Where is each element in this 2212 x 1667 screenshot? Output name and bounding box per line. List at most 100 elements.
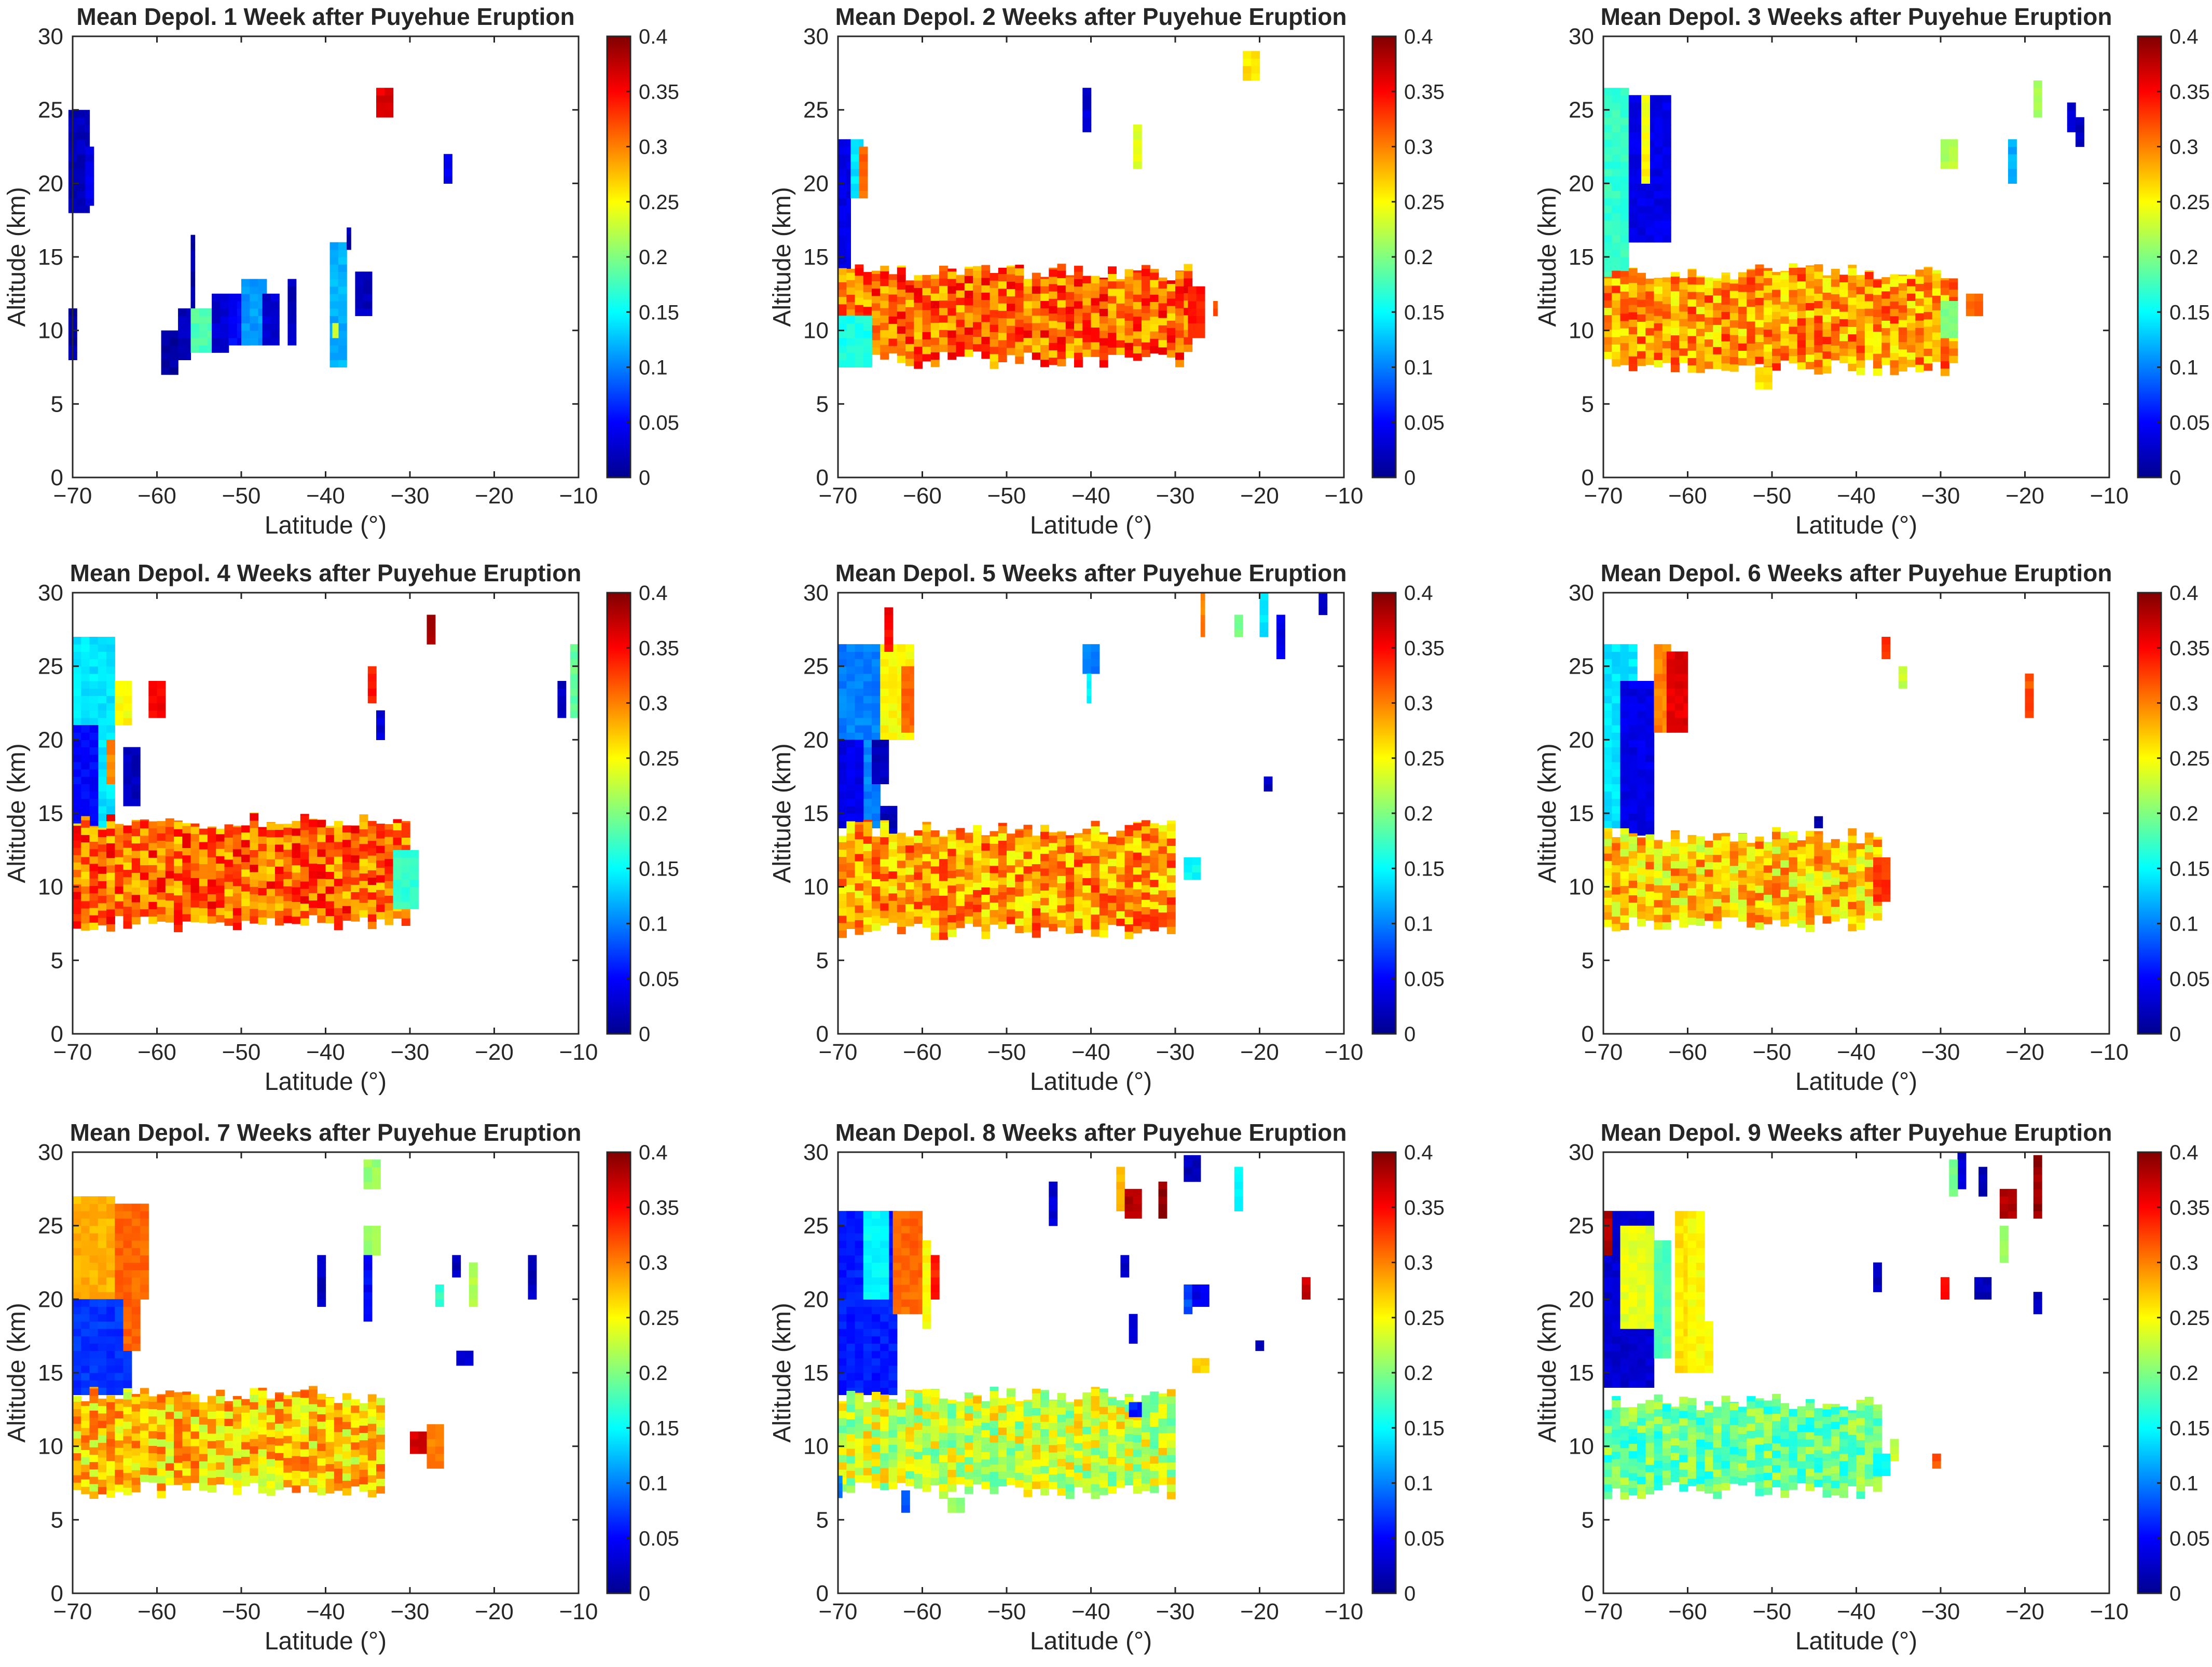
heat-cell: [880, 918, 889, 926]
heat-cell: [855, 876, 864, 884]
heat-cell: [838, 821, 847, 828]
heat-cell: [401, 911, 410, 919]
heat-cell: [1848, 886, 1857, 895]
heat-cell: [855, 822, 864, 825]
heat-cell: [1628, 732, 1638, 740]
heat-cell: [98, 881, 107, 889]
heat-cell: [897, 890, 906, 898]
heat-cell: [140, 1408, 149, 1416]
heat-cell: [1637, 710, 1646, 718]
heat-cell: [1023, 345, 1033, 353]
heat-cell: [1705, 906, 1713, 914]
heat-cell: [1645, 306, 1655, 313]
heat-cell: [232, 827, 242, 835]
heat-cell: [1675, 725, 1684, 733]
heat-cell: [1049, 850, 1058, 858]
heat-cell: [182, 855, 191, 863]
heat-cell: [1620, 102, 1629, 111]
heat-cell: [1705, 295, 1713, 303]
heat-cell: [73, 884, 81, 892]
heat-cell: [1687, 306, 1697, 314]
heat-cell: [1738, 277, 1747, 285]
heat-cell: [148, 1396, 158, 1402]
heat-cell: [77, 110, 86, 118]
heat-cell: [1049, 350, 1058, 358]
heat-cell: [98, 784, 107, 792]
heat-cell: [123, 1487, 132, 1495]
heat-cell: [855, 927, 864, 935]
heat-cell: [1932, 347, 1941, 355]
heat-cell: [216, 1462, 225, 1470]
heat-cell: [1797, 905, 1806, 913]
heat-cell: [81, 1486, 90, 1494]
heat-cell: [131, 1463, 141, 1470]
heat-cell: [1628, 717, 1638, 726]
heat-cell: [1082, 841, 1092, 849]
heat-cell: [444, 176, 452, 184]
heat-cell: [174, 1426, 183, 1434]
heat-cell: [981, 843, 991, 851]
heat-cell: [1612, 125, 1621, 132]
heat-cell: [1116, 837, 1125, 845]
heat-cell: [325, 879, 335, 887]
heat-cell: [140, 1211, 149, 1219]
heat-cell: [905, 651, 914, 660]
heat-cell: [106, 865, 115, 873]
heat-cell: [85, 190, 94, 199]
heat-cell: [106, 1248, 115, 1255]
heat-cell: [1603, 285, 1612, 293]
heat-cell: [846, 784, 856, 792]
heat-cell: [855, 824, 864, 832]
heat-cell: [990, 902, 999, 910]
heat-cell: [1679, 912, 1688, 920]
heat-cell: [859, 183, 868, 192]
heat-cell: [1108, 887, 1117, 896]
heat-cell: [914, 879, 923, 887]
heat-cell: [956, 305, 965, 312]
heat-cell: [1932, 310, 1941, 318]
heat-cell: [1932, 273, 1941, 281]
heat-cell: [351, 884, 360, 892]
heat-cell: [1074, 286, 1083, 294]
heat-cell: [115, 1277, 124, 1285]
heat-cell: [973, 867, 982, 876]
heat-cell: [98, 1398, 107, 1406]
heat-cell: [990, 895, 999, 903]
colorbar-tick-label: 0.15: [639, 857, 679, 880]
y-tick-label: 25: [38, 98, 63, 123]
heat-cell: [1755, 264, 1764, 269]
heat-cell: [1049, 335, 1058, 343]
heat-cell: [81, 816, 90, 821]
y-tick-label: 5: [1582, 948, 1594, 973]
heat-cell: [981, 865, 991, 873]
heat-cell: [1806, 917, 1815, 925]
heat-cell: [855, 264, 864, 268]
heat-cell: [131, 776, 141, 784]
heat-cell: [973, 344, 982, 352]
heat-cell: [1780, 852, 1790, 860]
heat-cell: [947, 870, 957, 879]
heat-cell: [106, 1329, 115, 1336]
heat-cell: [98, 1380, 107, 1388]
heat-cell: [905, 874, 914, 882]
heat-cell: [1763, 329, 1773, 337]
heat-cell: [1873, 302, 1882, 310]
heat-cell: [1637, 747, 1646, 755]
heat-cell: [270, 301, 280, 309]
heat-cell: [1612, 110, 1621, 118]
heat-cell: [1814, 863, 1823, 871]
heat-cell: [1603, 754, 1612, 762]
heat-cell: [1057, 329, 1066, 337]
heat-cell: [1856, 885, 1865, 894]
heat-cell: [270, 316, 280, 324]
heat-cell: [1620, 88, 1629, 95]
heat-cell: [998, 869, 1007, 878]
heat-cell: [888, 717, 898, 726]
heat-cell: [1721, 275, 1730, 283]
heat-cell: [89, 1336, 99, 1344]
heat-cell: [1679, 282, 1688, 290]
heat-cell: [1721, 851, 1730, 858]
heat-cell: [190, 899, 200, 908]
heat-cell: [292, 916, 301, 924]
heat-cell: [334, 864, 343, 872]
